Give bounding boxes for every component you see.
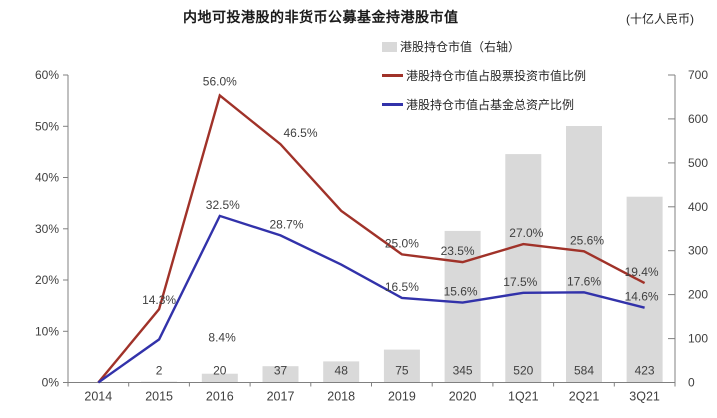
svg-text:400: 400 bbox=[688, 200, 708, 214]
legend-item-label: 港股持仓市值（右轴） bbox=[400, 40, 521, 54]
svg-text:15.6%: 15.6% bbox=[444, 285, 478, 299]
svg-text:423: 423 bbox=[635, 364, 655, 378]
svg-text:2015: 2015 bbox=[145, 390, 173, 404]
svg-text:60%: 60% bbox=[35, 68, 59, 82]
svg-text:20%: 20% bbox=[35, 273, 59, 287]
bar bbox=[566, 126, 602, 383]
svg-text:17.5%: 17.5% bbox=[503, 275, 537, 289]
line-series-0 bbox=[97, 93, 646, 384]
legend-item-label: 港股持仓市值占股票投资市值比例 bbox=[406, 69, 587, 83]
svg-text:25.0%: 25.0% bbox=[385, 236, 419, 250]
legend-bar-swatch-icon bbox=[382, 41, 397, 52]
axes bbox=[63, 74, 676, 387]
legend-item-2: 港股持仓市值占基金总资产比例 bbox=[382, 96, 586, 113]
svg-text:584: 584 bbox=[574, 364, 594, 378]
svg-text:37: 37 bbox=[274, 364, 288, 378]
svg-text:28.7%: 28.7% bbox=[269, 217, 303, 231]
svg-text:8.4%: 8.4% bbox=[208, 330, 236, 344]
bar-series bbox=[141, 126, 663, 383]
svg-text:27.0%: 27.0% bbox=[509, 226, 543, 240]
svg-text:200: 200 bbox=[688, 288, 708, 302]
svg-text:17.6%: 17.6% bbox=[567, 274, 601, 288]
svg-text:50%: 50% bbox=[35, 119, 59, 133]
chart-title: 内地可投港股的非货币公募基金持港股市值 bbox=[183, 9, 459, 25]
svg-text:14.3%: 14.3% bbox=[142, 293, 176, 307]
svg-text:2019: 2019 bbox=[388, 390, 416, 404]
svg-text:3Q21: 3Q21 bbox=[629, 390, 660, 404]
svg-text:19.4%: 19.4% bbox=[625, 265, 659, 279]
line-series-1-labels: 8.4% 32.5% 28.7% 16.5% 15.6% 17.5% 17.6% 14.6% bbox=[206, 198, 659, 345]
svg-text:48: 48 bbox=[335, 364, 349, 378]
bar bbox=[323, 361, 360, 383]
svg-text:46.5%: 46.5% bbox=[283, 126, 317, 140]
legend-item-label: 港股持仓市值占基金总资产比例 bbox=[406, 98, 575, 112]
legend-line-swatch-icon bbox=[382, 74, 403, 77]
svg-text:25.6%: 25.6% bbox=[570, 233, 604, 247]
svg-text:32.5%: 32.5% bbox=[206, 198, 240, 212]
svg-text:2020: 2020 bbox=[449, 390, 477, 404]
svg-text:520: 520 bbox=[513, 364, 533, 378]
svg-text:75: 75 bbox=[395, 364, 409, 378]
legend-item-1: 港股持仓市值占股票投资市值比例 bbox=[382, 67, 586, 84]
svg-text:56.0%: 56.0% bbox=[203, 75, 237, 89]
x-axis-labels: 2014 2015 2016 2017 2018 2019 2020 1Q21 2Q21 3Q21 bbox=[84, 390, 660, 404]
svg-text:2018: 2018 bbox=[327, 390, 355, 404]
left-axis-labels: 0% 10% 20% 30% 40% 50% 60% bbox=[35, 68, 59, 390]
svg-text:16.5%: 16.5% bbox=[385, 280, 419, 294]
bar bbox=[383, 349, 420, 383]
svg-text:2016: 2016 bbox=[206, 390, 234, 404]
legend-line-swatch-icon bbox=[382, 103, 403, 106]
legend-item-0: 港股持仓市值（右轴） bbox=[382, 38, 586, 55]
svg-text:23.5%: 23.5% bbox=[441, 244, 475, 258]
bar bbox=[505, 154, 542, 383]
bar bbox=[201, 373, 238, 383]
bar bbox=[444, 230, 481, 383]
svg-text:10%: 10% bbox=[35, 324, 59, 338]
chart-legend: 港股持仓市值（右轴） 港股持仓市值占股票投资市值比例 港股持仓市值占基金总资产比例 bbox=[382, 38, 586, 113]
svg-text:0: 0 bbox=[688, 376, 695, 390]
svg-text:40%: 40% bbox=[35, 171, 59, 185]
right-axis-unit-label: (十亿人民币) bbox=[626, 12, 694, 26]
svg-text:20: 20 bbox=[213, 364, 227, 378]
svg-text:14.6%: 14.6% bbox=[625, 290, 659, 304]
svg-text:600: 600 bbox=[688, 112, 708, 126]
line-series-0-labels: 14.3% 56.0% 46.5% 25.0% 23.5% 27.0% 25.6% 19.4% bbox=[142, 75, 659, 308]
svg-text:500: 500 bbox=[688, 156, 708, 170]
svg-text:2: 2 bbox=[156, 364, 163, 378]
svg-text:2017: 2017 bbox=[267, 390, 295, 404]
svg-text:1Q21: 1Q21 bbox=[508, 390, 539, 404]
svg-text:0%: 0% bbox=[42, 376, 60, 390]
svg-text:300: 300 bbox=[688, 244, 708, 258]
line-series-1 bbox=[97, 214, 645, 384]
svg-text:700: 700 bbox=[688, 68, 708, 82]
bar-value-labels: 2 20 37 48 75 345 520 584 423 bbox=[156, 364, 655, 378]
svg-text:2Q21: 2Q21 bbox=[569, 390, 600, 404]
svg-text:30%: 30% bbox=[35, 222, 59, 236]
right-axis-labels: 0 100 200 300 400 500 600 700 bbox=[688, 68, 708, 390]
bar bbox=[262, 366, 299, 383]
svg-text:2014: 2014 bbox=[84, 390, 112, 404]
bar bbox=[626, 196, 663, 383]
svg-text:345: 345 bbox=[453, 364, 473, 378]
svg-text:100: 100 bbox=[688, 332, 708, 346]
